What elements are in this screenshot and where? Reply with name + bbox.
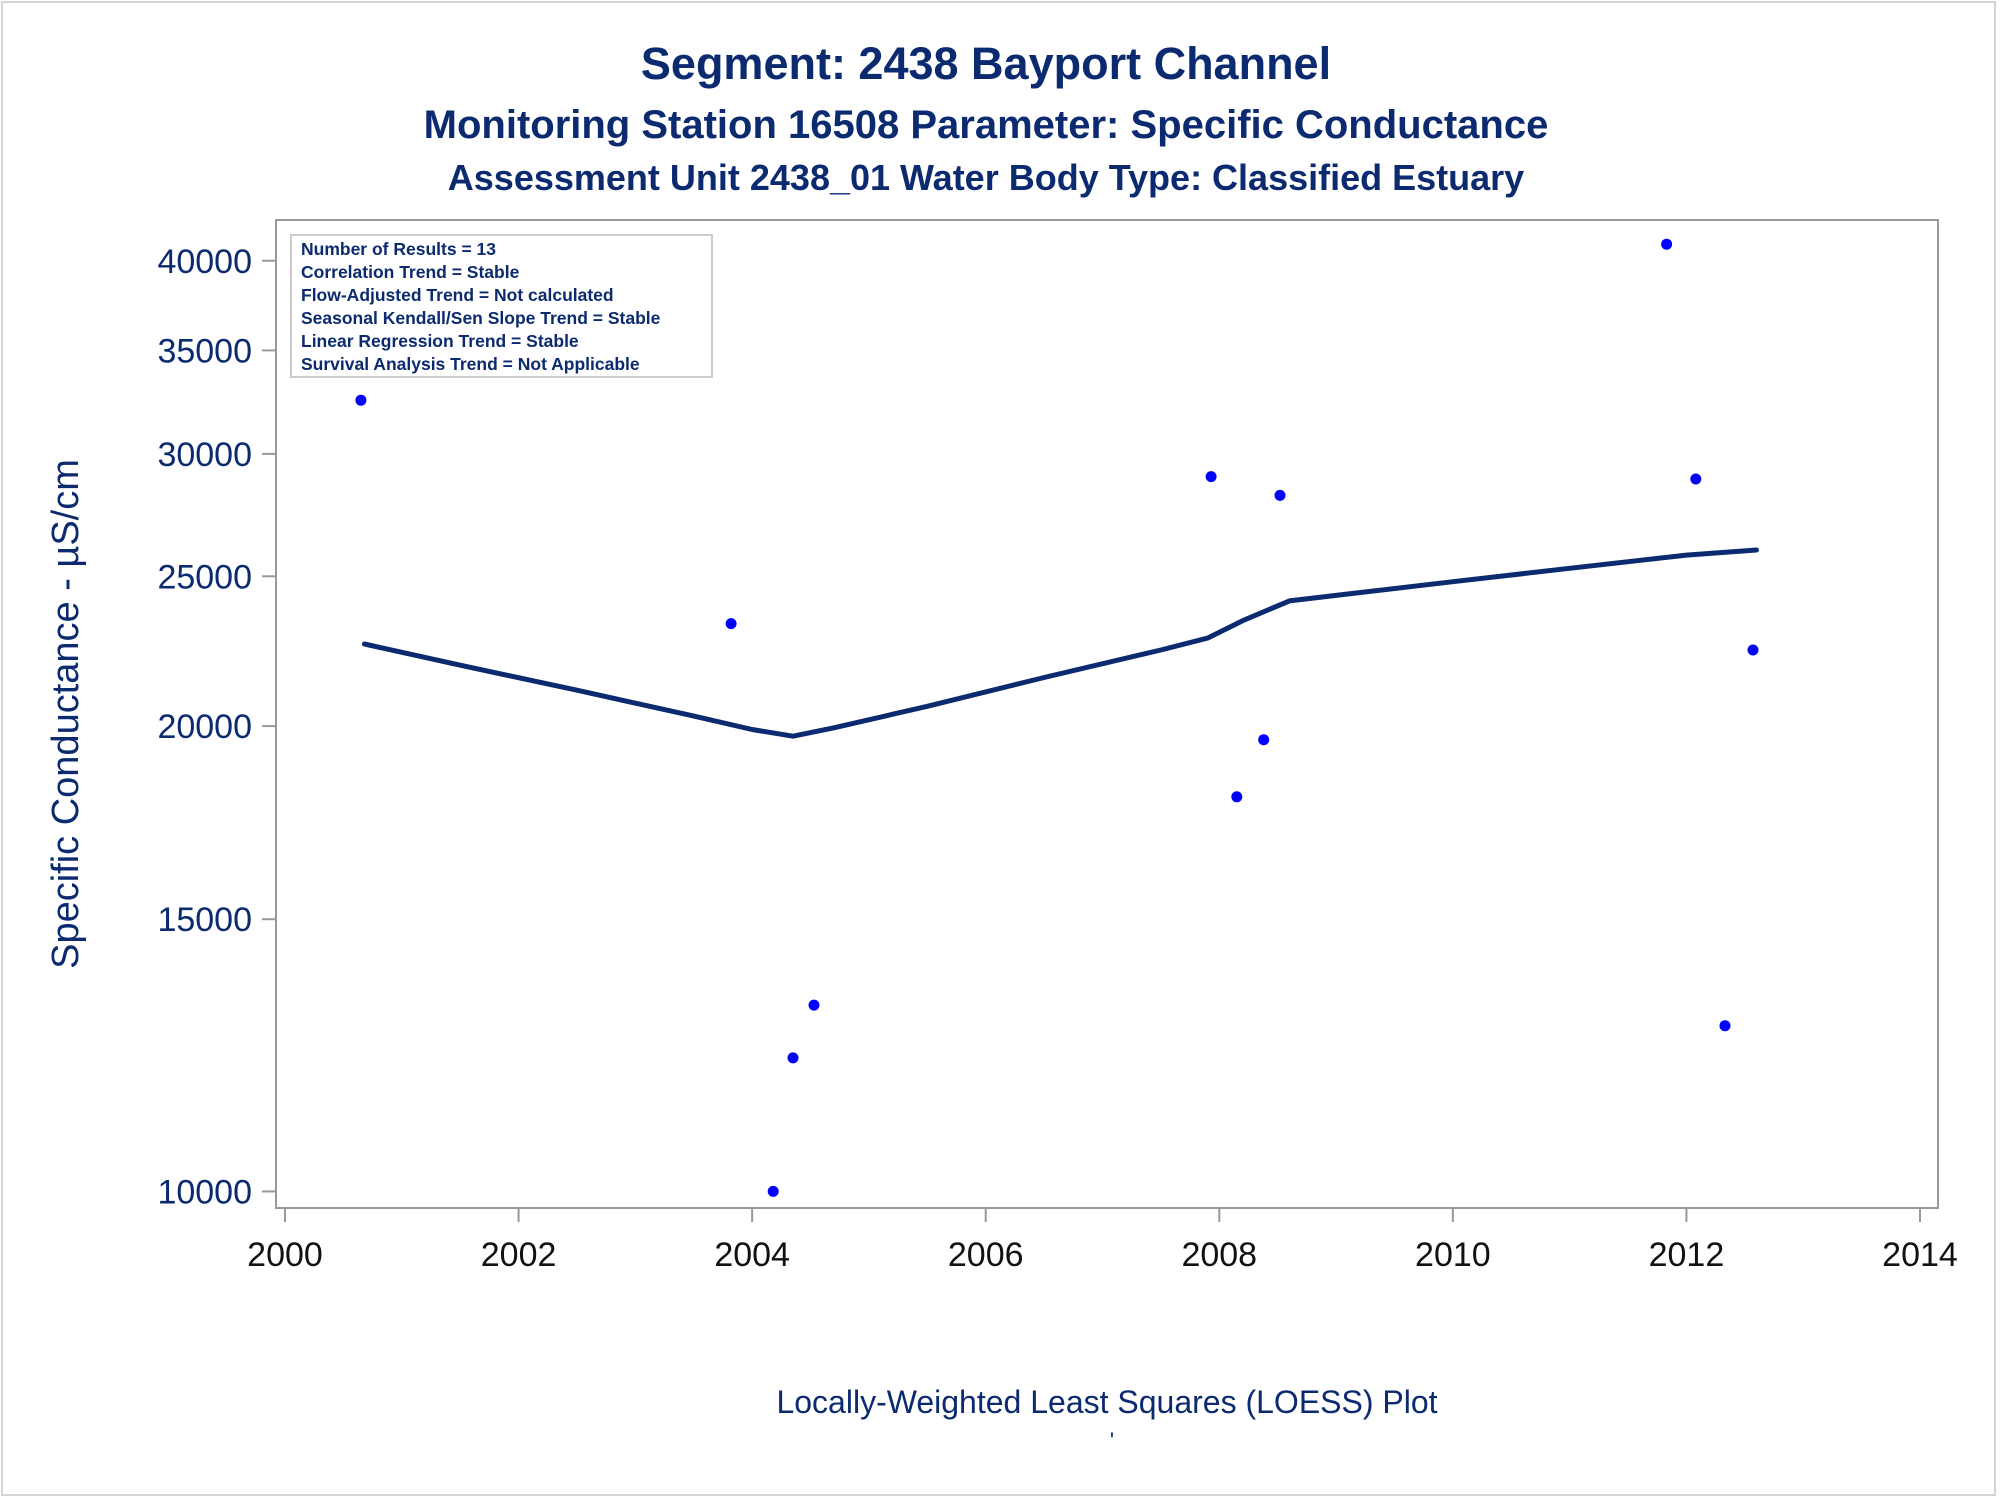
footnote: Locally-Weighted Least Squares (LOESS) P… (776, 1384, 1437, 1420)
y-tick-label: 25000 (157, 558, 252, 596)
x-tick-label: 2008 (1181, 1236, 1257, 1274)
x-tick-label: 2002 (481, 1236, 557, 1274)
data-point (355, 394, 367, 406)
data-point (808, 999, 820, 1011)
data-point (1690, 473, 1702, 485)
data-point (767, 1185, 779, 1197)
stats-line: Survival Analysis Trend = Not Applicable (301, 354, 640, 374)
plot-area (275, 219, 1939, 1209)
x-tick-label: 2012 (1649, 1236, 1725, 1274)
x-tick-label: 2006 (948, 1236, 1024, 1274)
stats-box-border (290, 234, 713, 378)
data-point (1205, 471, 1217, 483)
y-tick-label: 30000 (157, 436, 252, 474)
y-tick-label: 40000 (157, 243, 252, 281)
data-point (1231, 791, 1243, 803)
stats-line: Flow-Adjusted Trend = Not calculated (301, 285, 614, 305)
x-tick-label: 2014 (1882, 1236, 1958, 1274)
x-tick-label: 2000 (247, 1236, 323, 1274)
stats-box: Number of Results = 13 Correlation Trend… (290, 234, 713, 378)
data-point (1274, 489, 1286, 501)
data-point (1719, 1020, 1731, 1032)
data-point (1258, 734, 1270, 746)
y-tick-label: 10000 (157, 1173, 252, 1211)
stats-line: Correlation Trend = Stable (301, 262, 520, 282)
y-axis-label: Specific Conductance - µS/cm (45, 459, 87, 969)
y-tick-label: 35000 (157, 332, 252, 370)
loess-series (361, 547, 1759, 739)
x-tick-label: 2004 (714, 1236, 790, 1274)
footnote-mark: ' (1110, 1428, 1114, 1453)
x-axis: 2000 2002 2004 2006 2008 2010 2012 2014 (247, 1208, 1958, 1274)
stats-line: Seasonal Kendall/Sen Slope Trend = Stabl… (301, 308, 661, 328)
chart-title: Segment: 2438 Bayport Channel (641, 38, 1331, 89)
data-point (787, 1052, 799, 1064)
data-point (725, 618, 737, 630)
chart-subtitle-2: Assessment Unit 2438_01 Water Body Type:… (448, 157, 1524, 198)
loess-line (361, 547, 1759, 739)
y-tick-label: 20000 (157, 708, 252, 746)
x-tick-label: 2010 (1415, 1236, 1491, 1274)
stats-line: Linear Regression Trend = Stable (301, 331, 579, 351)
data-point (1747, 644, 1759, 656)
chart-subtitle: Monitoring Station 16508 Parameter: Spec… (424, 103, 1549, 147)
stats-line: Number of Results = 13 (301, 239, 496, 259)
y-axis: 10000 15000 20000 25000 30000 35000 40000 (157, 243, 276, 1211)
y-tick-label: 15000 (157, 901, 252, 939)
data-point (1661, 238, 1673, 250)
scatter-series (355, 238, 1759, 1197)
